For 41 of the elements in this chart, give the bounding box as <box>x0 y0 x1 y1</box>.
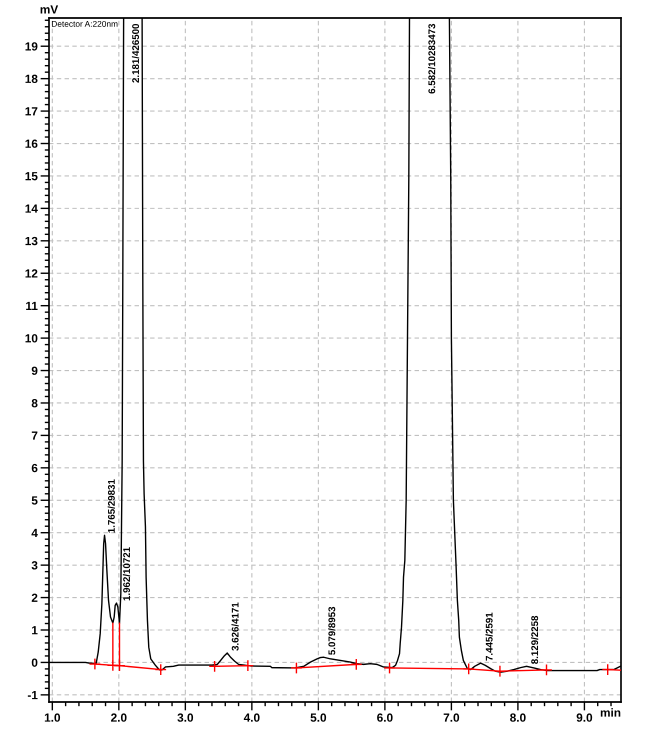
y-tick-label: 0 <box>32 658 38 667</box>
y-tick-label: 17 <box>26 107 38 116</box>
y-tick-label: -1 <box>28 691 38 700</box>
y-tick-label: 18 <box>26 74 38 84</box>
x-tick-label: 6.0 <box>377 713 393 722</box>
x-tick-label: 1.0 <box>44 713 60 722</box>
y-tick-label: 11 <box>26 302 38 310</box>
y-tick-label: 9 <box>32 366 38 375</box>
x-tick-label: 5.0 <box>310 713 326 722</box>
annotation: 8.129/2258 <box>530 616 538 664</box>
x-tick-label: 3.0 <box>177 713 194 722</box>
y-tick-label: 16 <box>26 140 38 148</box>
x-tick-label: 4.0 <box>244 713 260 722</box>
x-axis-title: min <box>600 708 620 717</box>
y-tick-label: 13 <box>26 236 38 246</box>
annotation: 1.765/29831 <box>108 479 115 533</box>
annotation: 5.079/8953 <box>328 606 336 655</box>
y-tick-label: 19 <box>26 42 38 51</box>
x-tick-label: 7.0 <box>444 713 460 722</box>
y-tick-label: 15 <box>26 172 38 180</box>
y-tick-label: 14 <box>26 204 38 213</box>
y-tick-label: 1 <box>32 626 38 634</box>
x-tick-label: 2.0 <box>111 713 127 722</box>
y-tick-label: 12 <box>26 269 38 278</box>
y-tick-label: 4 <box>32 528 38 537</box>
y-tick-label: 6 <box>32 464 38 472</box>
x-tick-label: 8.0 <box>510 713 526 722</box>
y-tick-label: 5 <box>32 496 38 505</box>
annotation: 7.445/2591 <box>485 612 493 661</box>
y-tick-label: 10 <box>26 334 38 342</box>
y-tick-label: 8 <box>32 399 38 408</box>
y-tick-label: 3 <box>32 561 38 570</box>
y-tick-label: 2 <box>32 594 38 602</box>
y-axis-title: mV <box>40 5 58 14</box>
annotation: 3.626/4171 <box>231 602 239 651</box>
annotation: 2.181/426500 <box>132 24 140 83</box>
annotation: 6.582/10283473 <box>428 24 436 94</box>
x-tick-label: 9.0 <box>576 713 592 722</box>
annotation: 1.962/10721 <box>122 547 130 600</box>
series-label: Detector A:220nm <box>52 20 118 27</box>
y-tick-label: 7 <box>32 432 38 440</box>
